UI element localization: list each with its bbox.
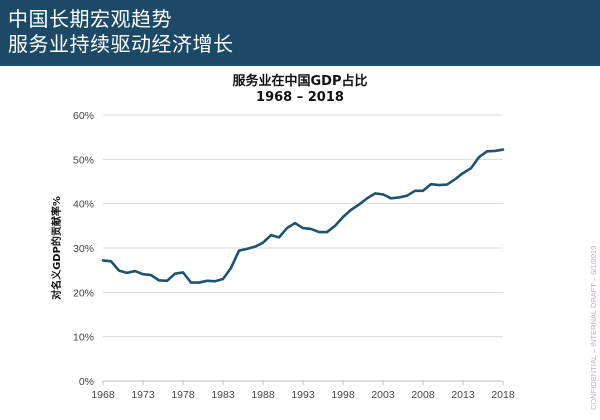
y-tick-label: 0% (79, 376, 94, 388)
header-title: 中国长期宏观趋势 (8, 7, 172, 31)
x-tick-label: 1978 (171, 389, 195, 401)
y-tick-label: 20% (73, 287, 94, 299)
x-tick-label: 2003 (371, 389, 395, 401)
y-axis-label: 对名义GDP的贡献率% (50, 196, 63, 300)
x-tick-label: 1983 (211, 389, 235, 401)
chart-subtitle: 1968 – 2018 (256, 90, 344, 105)
x-tick-label: 2018 (491, 389, 515, 401)
y-tick-label: 10% (73, 332, 94, 344)
x-tick-label: 2008 (411, 389, 435, 401)
header-banner: 中国长期宏观趋势 服务业持续驱动经济增长 (0, 0, 600, 66)
confidential-note: CONFIDENTIAL – INTERNAL DRAFT – 6/1/2019 (589, 246, 598, 410)
x-tick-label: 1998 (331, 389, 355, 401)
x-tick-label: 1993 (291, 389, 315, 401)
x-tick-label: 1988 (251, 389, 275, 401)
x-tick-label: 1968 (91, 389, 115, 401)
y-tick-label: 60% (73, 110, 94, 122)
chart-title: 服务业在中国GDP占比 (232, 74, 368, 89)
x-tick-label: 2013 (451, 389, 475, 401)
chart-title-block: 服务业在中国GDP占比 1968 – 2018 (60, 74, 540, 106)
y-tick-label: 50% (73, 154, 94, 166)
x-tick-label: 1973 (131, 389, 155, 401)
y-tick-label: 30% (73, 243, 94, 255)
y-tick-label: 40% (73, 199, 94, 211)
side-note: CONFIDENTIAL – INTERNAL DRAFT – 6/1/2019 (589, 246, 598, 410)
header-subtitle: 服务业持续驱动经济增长 (8, 32, 234, 56)
series-line-0 (101, 148, 505, 284)
